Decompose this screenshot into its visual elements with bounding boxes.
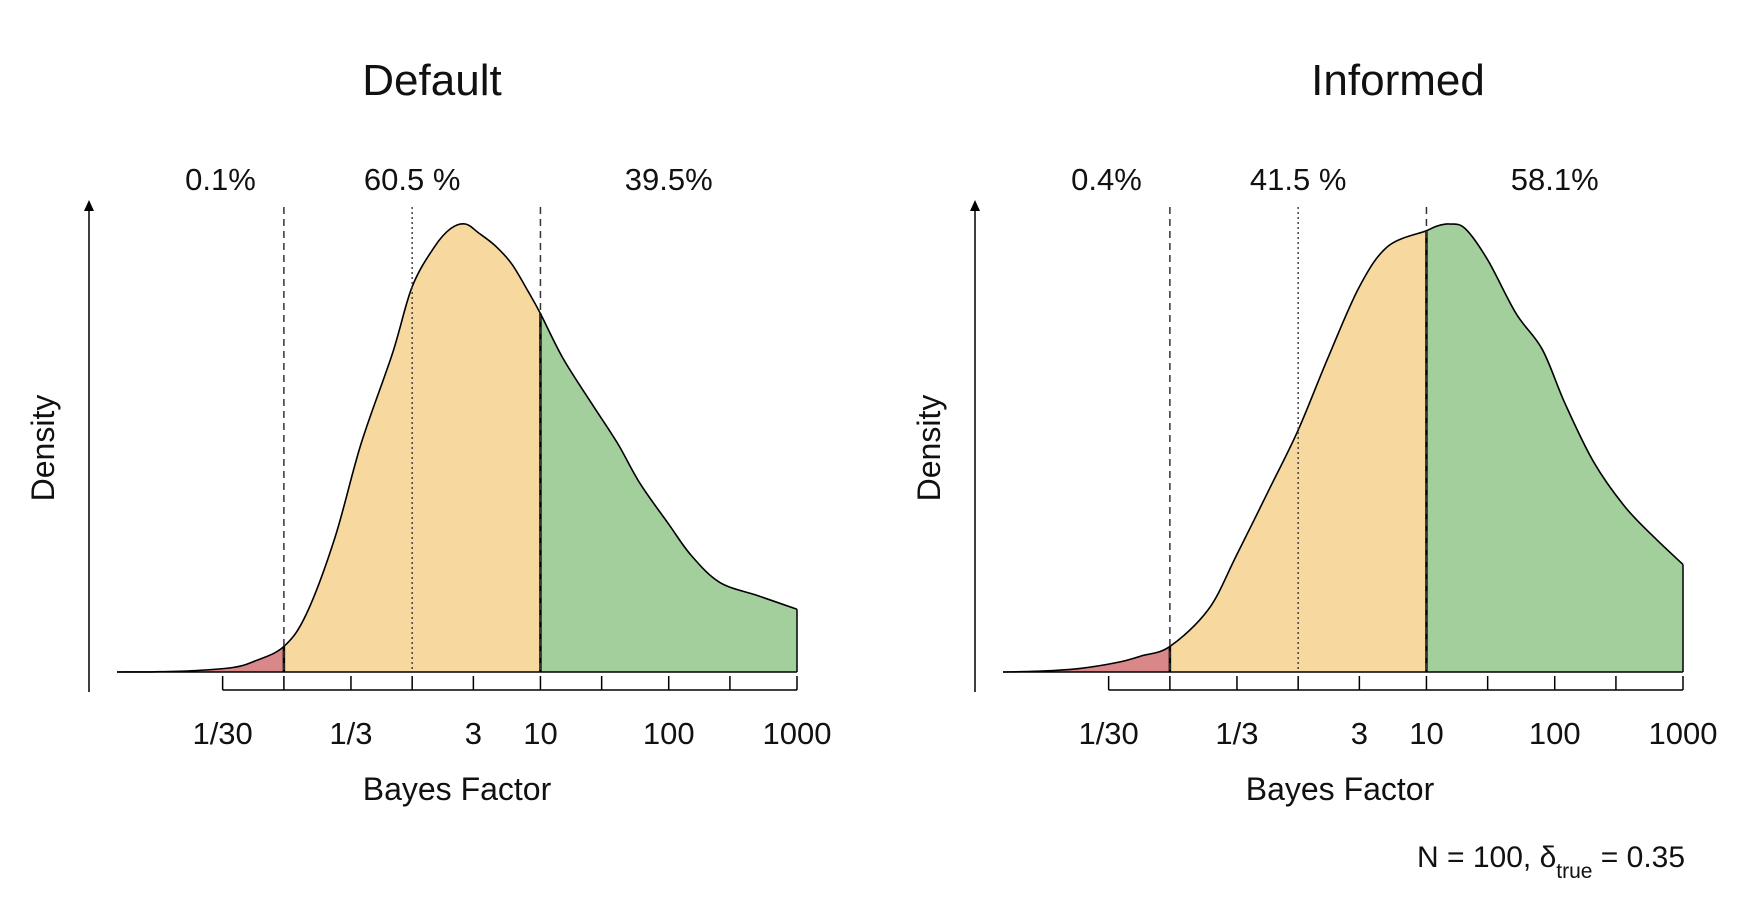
x-tick-label: 1/3	[1215, 716, 1258, 751]
region-percent-label: 39.5%	[625, 162, 713, 197]
density-curve	[116, 223, 798, 673]
x-axis-label: Bayes Factor	[363, 771, 552, 807]
chart-title: Default	[362, 56, 501, 105]
panel-default: 0.1% 60.5 % 39.5% 1/30 1/3 3 10 100 1000 Density B…	[25, 56, 831, 807]
region-evidence-h1	[540, 223, 797, 672]
region-evidence-h0	[1003, 223, 1170, 672]
y-axis-label: Density	[25, 395, 61, 502]
x-tick-label: 3	[1351, 716, 1368, 751]
x-tick-label: 100	[643, 716, 695, 751]
region-percent-label: 0.4%	[1071, 162, 1142, 197]
x-tick-label: 3	[465, 716, 482, 751]
x-axis-label: Bayes Factor	[1246, 771, 1435, 807]
region-percent-label: 60.5 %	[364, 162, 461, 197]
footnote-prefix: N = 100, δ	[1417, 841, 1556, 874]
panel-informed: 0.4% 41.5 % 58.1% 1/30 1/3 3 10 100 1000 Density B…	[911, 56, 1717, 807]
x-tick-label: 1/30	[1078, 716, 1138, 751]
y-axis-arrow	[970, 200, 980, 211]
x-tick-label: 1000	[763, 716, 832, 751]
region-evidence-h0	[117, 223, 284, 672]
x-tick-label: 1/3	[329, 716, 372, 751]
footnote-suffix: = 0.35	[1592, 841, 1685, 874]
x-tick-label: 1/30	[192, 716, 252, 751]
y-axis-arrow	[84, 200, 94, 211]
x-tick-label: 10	[1409, 716, 1443, 751]
x-tick-label: 100	[1529, 716, 1581, 751]
density-curve	[1002, 223, 1684, 673]
footnote: N = 100, δtrue = 0.35	[1417, 841, 1685, 883]
x-tick-label: 1000	[1649, 716, 1718, 751]
region-percent-label: 41.5 %	[1250, 162, 1347, 197]
x-tick-label: 10	[523, 716, 557, 751]
footnote-subscript: true	[1556, 860, 1592, 883]
region-percent-label: 58.1%	[1511, 162, 1599, 197]
region-percent-label: 0.1%	[185, 162, 256, 197]
region-evidence-h1	[1426, 223, 1683, 672]
y-axis-label: Density	[911, 395, 947, 502]
chart-title: Informed	[1311, 56, 1485, 105]
